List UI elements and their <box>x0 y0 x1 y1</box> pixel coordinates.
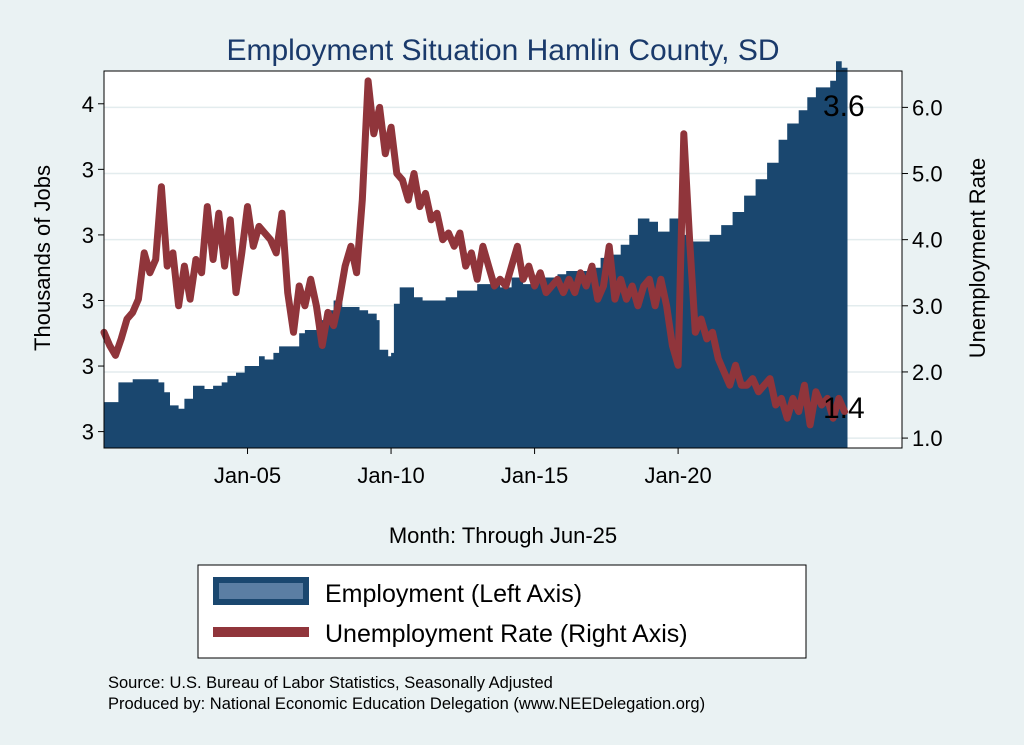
employment-area-series <box>104 61 848 448</box>
legend: Employment (Left Axis) Unemployment Rate… <box>197 564 807 659</box>
right-tick-label-2: 3.0 <box>912 294 943 319</box>
right-tick-label-0: 1.0 <box>912 426 943 451</box>
left-tick-label-3: 3 <box>82 223 94 248</box>
right-tick-label-4: 5.0 <box>912 162 943 187</box>
legend-swatch-employment-inner <box>219 583 303 599</box>
right-tick-label-1: 2.0 <box>912 360 943 385</box>
plot-border <box>103 70 903 449</box>
right-tick-label-3: 4.0 <box>912 228 943 253</box>
left-tick-label-1: 3 <box>82 354 94 379</box>
left-axis-title: Thousands of Jobs <box>30 165 55 351</box>
producer-note: Produced by: National Economic Education… <box>108 695 705 713</box>
left-tick-label-5: 4 <box>82 92 94 117</box>
x-tick-label-1: Jan-10 <box>357 463 424 488</box>
legend-label-employment: Employment (Left Axis) <box>325 580 582 608</box>
left-tick-label-4: 3 <box>82 157 94 182</box>
right-axis-title: Unemployment Rate <box>965 158 990 359</box>
left-tick-label-2: 3 <box>82 288 94 313</box>
left-tick-label-0: 3 <box>82 420 94 445</box>
legend-label-unemployment: Unemployment Rate (Right Axis) <box>325 620 688 648</box>
chart-title: Employment Situation Hamlin County, SD <box>226 34 779 67</box>
right-axis: 1.0 2.0 3.0 4.0 5.0 6.0 <box>902 95 943 451</box>
x-tick-label-2: Jan-15 <box>501 463 568 488</box>
unemployment-end-label: 1.4 <box>823 392 865 425</box>
right-tick-label-5: 6.0 <box>912 95 943 120</box>
x-tick-label-0: Jan-05 <box>214 463 281 488</box>
x-axis-title: Month: Through Jun-25 <box>389 523 617 548</box>
x-tick-label-3: Jan-20 <box>644 463 711 488</box>
x-axis: Jan-05 Jan-10 Jan-15 Jan-20 <box>214 448 712 488</box>
left-axis: 3 3 3 3 3 4 <box>82 92 104 445</box>
source-note: Source: U.S. Bureau of Labor Statistics,… <box>108 674 553 692</box>
unemployment-rate-line <box>100 77 849 429</box>
employment-end-label: 3.6 <box>823 90 865 123</box>
